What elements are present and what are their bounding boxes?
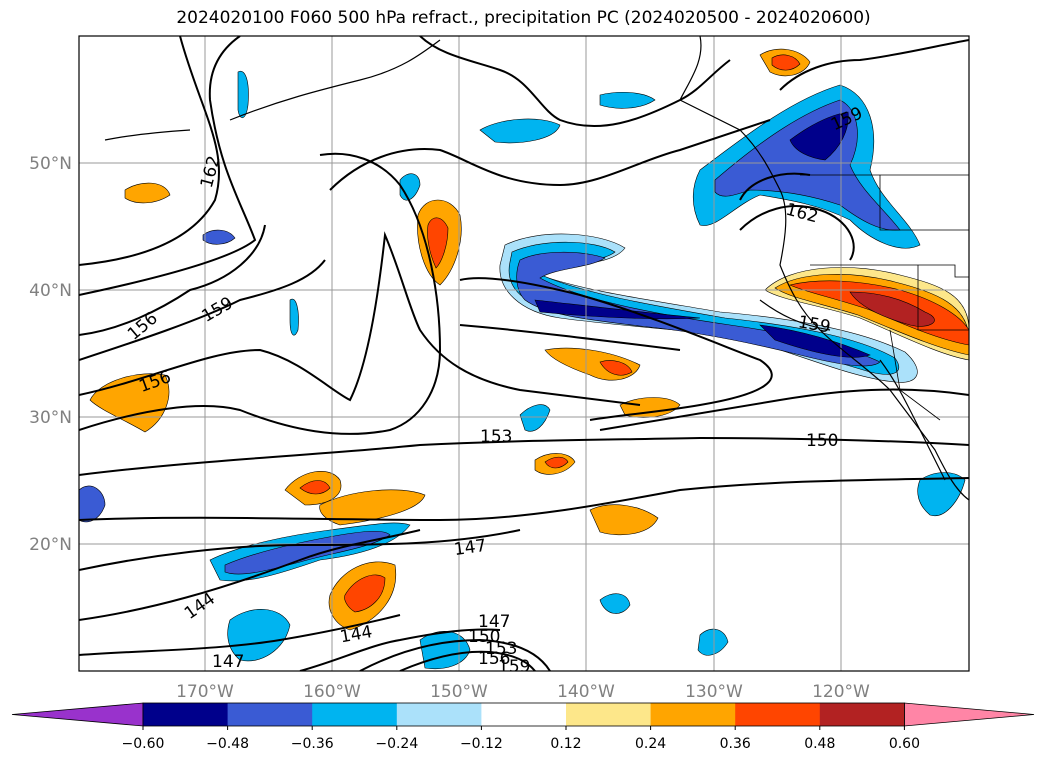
graticule [79, 36, 969, 671]
lat-label-30n: 30°N [29, 408, 72, 428]
contour-label: 153 [485, 639, 517, 659]
colorbar-tick-label: −0.24 [375, 736, 418, 752]
colorbar-segment [819, 703, 905, 726]
lon-label-170w: 170°W [176, 682, 234, 702]
colorbar-segment [396, 703, 482, 726]
contour-labels: 162 156 159 156 153 150 147 144 144 147 … [124, 103, 866, 677]
lon-label-160w: 160°W [303, 682, 361, 702]
colorbar-extend-max [904, 702, 1035, 727]
colorbar-segment [481, 703, 567, 726]
colorbar-tick-label: 0.48 [804, 736, 835, 752]
contour-label: 150 [468, 627, 500, 647]
colorbar-tick-label: −0.60 [122, 736, 165, 752]
contour-label: 147 [212, 652, 244, 672]
contour-label: 156 [478, 649, 510, 669]
colorbar-segment [143, 703, 229, 726]
lon-label-120w: 120°W [812, 682, 870, 702]
contour-label: 153 [480, 427, 512, 447]
colorbar-segment [735, 703, 821, 726]
lon-label-150w: 150°W [430, 682, 488, 702]
colorbar-frame [142, 702, 905, 727]
colorbar-tick-label: 0.24 [635, 736, 666, 752]
map-title: 2024020100 F060 500 hPa refract., precip… [176, 8, 871, 28]
colorbar-extend-min [11, 702, 144, 727]
contour-label: 150 [806, 431, 838, 451]
lon-label-130w: 130°W [685, 682, 743, 702]
colorbar-segment [650, 703, 736, 726]
colorbar-tick-label: 0.36 [720, 736, 751, 752]
colorbar: −0.60 −0.48 −0.36 −0.24 −0.12 0.12 0.24 0.36 0.4… [11, 702, 1035, 752]
coastlines [104, 36, 969, 501]
lat-labels: 50°N 40°N 30°N 20°N [29, 154, 72, 555]
contour-label: 159 [498, 657, 530, 677]
lon-label-140w: 140°W [557, 682, 615, 702]
contour-label: 147 [453, 536, 488, 560]
colorbar-tick-label: −0.12 [460, 736, 503, 752]
plot-frame [78, 35, 970, 672]
colorbar-tick-label: −0.36 [291, 736, 334, 752]
colorbar-tick-label: 0.12 [550, 736, 581, 752]
colorbar-segment [312, 703, 398, 726]
lon-labels: 170°W 160°W 150°W 140°W 130°W 120°W [176, 682, 870, 702]
refractivity-contours [79, 36, 969, 671]
lat-label-20n: 20°N [29, 535, 72, 555]
lat-label-50n: 50°N [29, 154, 72, 174]
colorbar-tick-label: −0.48 [206, 736, 249, 752]
contour-label: 147 [478, 612, 510, 632]
colorbar-segment [227, 703, 313, 726]
colorbar-segment [566, 703, 652, 726]
colorbar-tick-label: 0.60 [889, 736, 920, 752]
lat-label-40n: 40°N [29, 281, 72, 301]
